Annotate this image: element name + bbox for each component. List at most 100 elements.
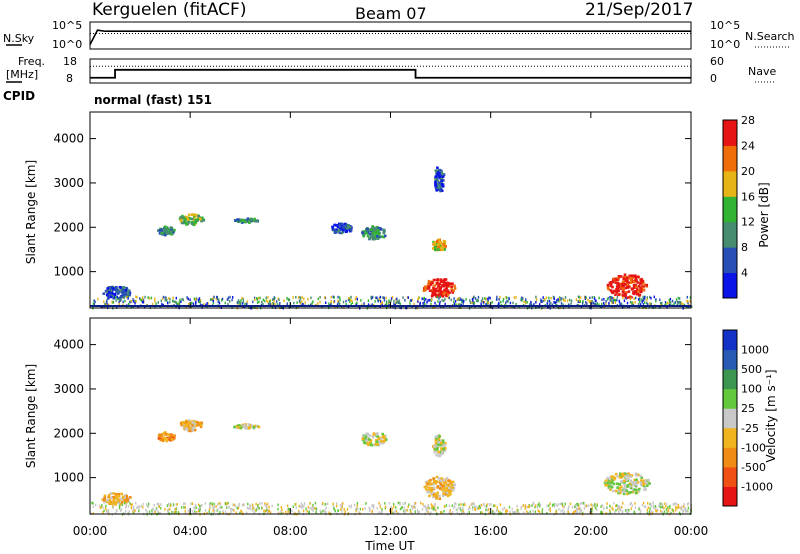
cell	[468, 511, 470, 514]
cell	[499, 503, 502, 506]
cell	[402, 296, 404, 299]
cell	[558, 296, 561, 299]
cell	[332, 504, 335, 508]
cell	[669, 504, 671, 508]
cell	[568, 306, 570, 309]
cell	[428, 486, 431, 490]
cell	[350, 303, 352, 306]
cell	[336, 305, 339, 309]
cell	[483, 502, 485, 506]
cell	[575, 504, 577, 507]
cell	[539, 503, 542, 507]
cell	[508, 296, 510, 300]
cell	[199, 218, 202, 221]
cell	[342, 502, 344, 505]
cell	[434, 438, 438, 442]
cell	[637, 294, 641, 297]
cell	[422, 289, 426, 292]
cell	[537, 503, 539, 507]
cell	[142, 296, 144, 299]
cell	[605, 302, 607, 306]
cell	[114, 495, 118, 499]
cell	[115, 493, 118, 496]
cell	[127, 505, 130, 508]
cell	[401, 506, 403, 510]
cell	[125, 494, 128, 498]
cell	[208, 507, 211, 511]
cell	[242, 300, 245, 304]
cell	[601, 302, 603, 306]
cell	[238, 502, 240, 506]
cell	[148, 510, 151, 514]
cell	[618, 293, 622, 296]
cell	[660, 505, 662, 509]
cell	[320, 511, 322, 514]
cell	[374, 226, 377, 230]
cell	[379, 300, 382, 303]
cell	[475, 299, 478, 302]
cell	[292, 505, 294, 509]
cell	[425, 480, 428, 484]
cell	[232, 503, 234, 507]
cell	[599, 305, 602, 309]
cell	[443, 299, 445, 303]
cell	[92, 302, 95, 305]
cell	[608, 477, 612, 481]
cell	[301, 506, 304, 509]
cell	[625, 284, 629, 288]
cell	[191, 217, 194, 221]
cell	[241, 503, 244, 507]
cell	[350, 295, 352, 299]
cell	[677, 302, 679, 305]
cell	[180, 221, 184, 225]
cell	[635, 483, 638, 487]
cell	[525, 298, 527, 301]
colorbar-tick-label: 28	[741, 114, 755, 127]
cell	[118, 506, 121, 510]
cell	[192, 426, 196, 430]
cell	[192, 302, 195, 306]
cell	[404, 502, 406, 505]
cell	[105, 301, 108, 304]
cell	[461, 300, 463, 303]
ytick-label: 2000	[53, 220, 84, 234]
cell	[354, 297, 357, 301]
cell	[132, 505, 135, 509]
cell	[613, 296, 615, 300]
cell	[455, 303, 457, 307]
cell	[665, 302, 667, 306]
cell	[498, 298, 500, 301]
cell	[286, 302, 288, 305]
cell	[211, 503, 213, 507]
cell	[440, 441, 443, 445]
cell	[558, 299, 560, 303]
cell	[201, 216, 204, 220]
cell	[616, 295, 619, 299]
cell	[330, 295, 332, 299]
cell	[279, 302, 281, 305]
cell	[370, 228, 373, 231]
cell	[291, 509, 293, 513]
cell	[224, 510, 227, 514]
cell	[636, 292, 640, 296]
cell	[435, 189, 438, 192]
colorbar-tick-label: 12	[741, 216, 755, 229]
cell	[362, 440, 366, 444]
cell	[212, 299, 214, 303]
cell	[208, 510, 210, 513]
cell	[622, 510, 624, 513]
cell	[589, 511, 591, 514]
colorbar-tick-label: 8	[741, 241, 748, 254]
cell	[240, 302, 242, 305]
cell	[683, 503, 685, 506]
cell	[183, 217, 187, 221]
cell	[375, 440, 379, 443]
cell	[420, 501, 422, 505]
cell	[645, 482, 648, 485]
cell	[212, 301, 215, 305]
cell	[538, 510, 541, 513]
cell	[436, 447, 439, 450]
cell	[368, 441, 371, 445]
cell	[116, 297, 119, 301]
cell	[185, 420, 188, 424]
